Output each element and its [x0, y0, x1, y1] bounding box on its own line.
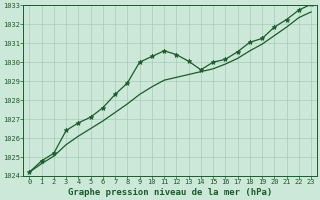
X-axis label: Graphe pression niveau de la mer (hPa): Graphe pression niveau de la mer (hPa)	[68, 188, 272, 197]
